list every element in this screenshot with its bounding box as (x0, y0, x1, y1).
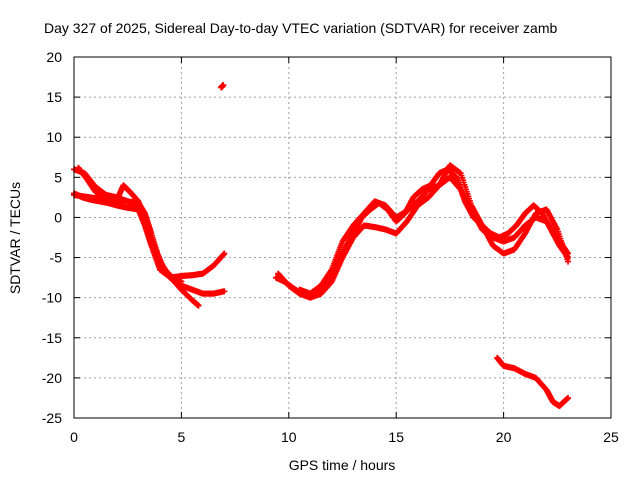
data-point (565, 250, 572, 257)
y-tick-label: -10 (42, 290, 62, 306)
data-points (71, 82, 572, 409)
series-arc-4 (71, 182, 185, 285)
x-tick-label: 10 (281, 429, 297, 445)
data-point (220, 82, 227, 89)
data-point (565, 258, 572, 265)
y-tick-label: 20 (46, 49, 62, 65)
data-point (178, 278, 185, 285)
series-arc-8 (494, 354, 572, 409)
x-tick-label: 0 (70, 429, 78, 445)
data-point (221, 288, 228, 295)
x-tick-label: 15 (388, 429, 404, 445)
y-tick-label: -5 (50, 250, 63, 266)
y-axis-title: SDTVAR / TECUs (7, 182, 23, 294)
series-arc-6 (275, 162, 572, 301)
y-tick-label: 5 (54, 169, 62, 185)
data-point (221, 250, 228, 257)
data-point (565, 394, 572, 401)
y-tick-label: -25 (42, 410, 62, 426)
y-tick-label: 10 (46, 129, 62, 145)
series-blip (218, 82, 227, 91)
axis-ticks: 0 5 10 15 20 25 -25 -20 -15 -10 -5 0 5 10 15 20 (42, 49, 619, 445)
data-point (195, 302, 202, 309)
x-axis-title: GPS time / hours (289, 457, 396, 473)
x-tick-label: 5 (178, 429, 186, 445)
series-arc-7 (296, 174, 572, 297)
plot-frame (73, 56, 612, 419)
x-tick-label: 25 (603, 429, 619, 445)
y-tick-label: -15 (42, 330, 62, 346)
x-tick-label: 20 (496, 429, 512, 445)
y-tick-label: 15 (46, 89, 62, 105)
chart-title: Day 327 of 2025, Sidereal Day-to-day VTE… (44, 20, 557, 36)
y-tick-label: -20 (42, 370, 62, 386)
y-tick-label: 0 (54, 209, 62, 225)
